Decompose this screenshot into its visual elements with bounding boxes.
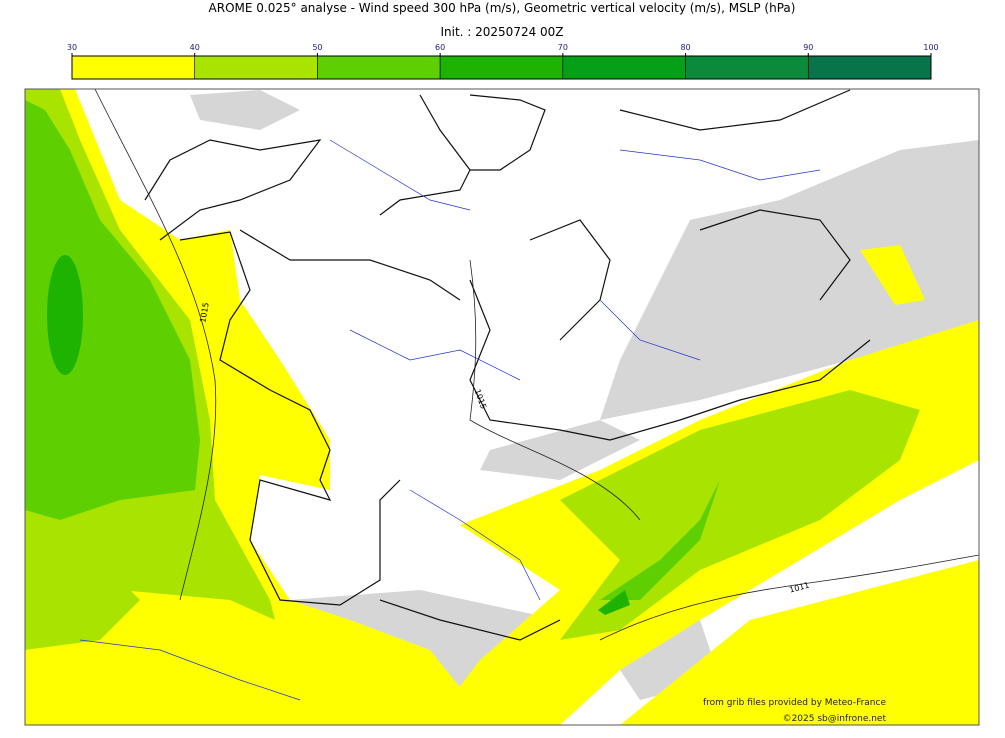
colorbar-segment: [439, 55, 564, 80]
colorbar-tick-label: 40: [190, 43, 200, 52]
colorbar-segment: [317, 55, 441, 80]
colorbar-segment: [685, 55, 809, 80]
colorbar-tick-label: 70: [558, 43, 568, 52]
wind-speed: [25, 89, 979, 725]
colorbar-tick-label: 80: [680, 43, 690, 52]
colorbar-frame: [71, 55, 932, 80]
coastlines: [144, 89, 871, 641]
source-credit: from grib files provided by Meteo-France: [703, 698, 886, 708]
colorbar-tick-label: 30: [67, 43, 77, 52]
map: 1015 1015 1011 from grib files provided …: [24, 88, 980, 726]
colorbar-segment: [562, 55, 686, 80]
colorbar-segment: [194, 55, 318, 80]
colorbar-segment: [71, 55, 196, 80]
copyright: ©2025 sb@infrone.net: [783, 714, 887, 724]
colorbar-tick-label: 60: [435, 43, 445, 52]
colorbar-tick-label: 50: [312, 43, 322, 52]
colorbar-tick-label: 90: [803, 43, 813, 52]
colorbar-segment: [807, 55, 932, 80]
isobars: [94, 88, 980, 641]
colorbar-tick-label: 100: [923, 43, 938, 52]
rivers: [79, 139, 821, 701]
contour-label: 1015: [198, 302, 210, 324]
subtitle: Init. : 20250724 00Z: [440, 25, 563, 39]
title: AROME 0.025° analyse - Wind speed 300 hP…: [209, 1, 796, 15]
map-frame: [24, 88, 980, 726]
colorbar: 30 40 50 60 70 80 90 100: [67, 43, 939, 80]
